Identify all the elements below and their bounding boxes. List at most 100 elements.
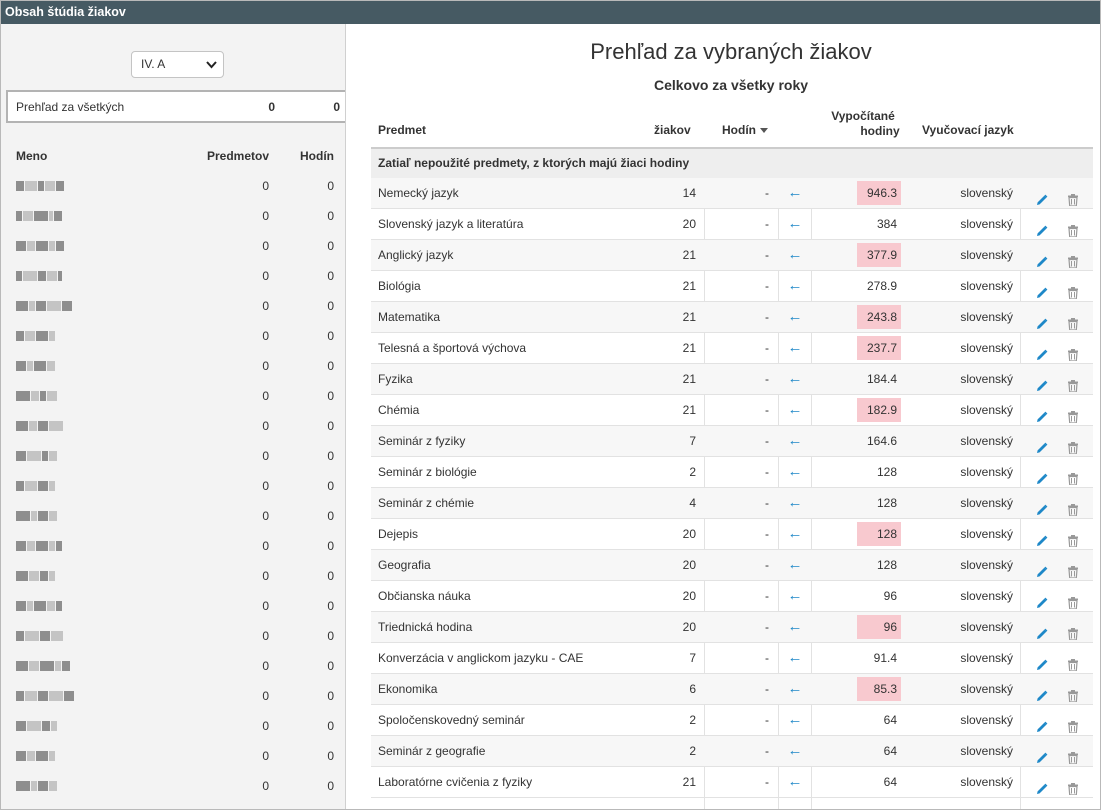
arrow-left-icon[interactable]: ← xyxy=(787,246,803,263)
arrow-left-icon[interactable]: ← xyxy=(787,370,803,387)
table-row: Ekonomika 6 - ← 85.3 slovenský xyxy=(371,674,1093,705)
pencil-icon[interactable] xyxy=(1036,187,1048,205)
trash-icon[interactable] xyxy=(1068,435,1078,455)
arrow-left-icon[interactable]: ← xyxy=(787,556,803,573)
pencil-icon[interactable] xyxy=(1036,714,1048,732)
class-select[interactable]: IV. A xyxy=(131,51,224,78)
trash-icon[interactable] xyxy=(1068,776,1078,796)
trash-icon[interactable] xyxy=(1068,373,1078,393)
pencil-icon[interactable] xyxy=(1036,404,1048,422)
pencil-icon[interactable] xyxy=(1036,590,1048,608)
arrow-left-icon[interactable]: ← xyxy=(787,742,803,759)
arrow-left-icon[interactable]: ← xyxy=(787,494,803,511)
pencil-icon[interactable] xyxy=(1036,528,1048,546)
hours-value: - xyxy=(765,372,769,386)
student-hours: 0 xyxy=(327,719,334,733)
arrow-left-icon[interactable]: ← xyxy=(787,680,803,697)
trash-icon[interactable] xyxy=(1068,218,1078,238)
column-hours-sort[interactable]: Hodín xyxy=(722,123,768,137)
pencil-icon[interactable] xyxy=(1036,311,1048,329)
arrow-left-icon[interactable]: ← xyxy=(787,773,803,790)
trash-icon[interactable] xyxy=(1068,404,1078,424)
trash-icon[interactable] xyxy=(1068,621,1078,641)
trash-icon[interactable] xyxy=(1068,745,1078,765)
pencil-icon[interactable] xyxy=(1036,218,1048,236)
arrow-left-icon[interactable]: ← xyxy=(787,711,803,728)
student-count: 20 xyxy=(682,558,696,572)
pencil-icon[interactable] xyxy=(1036,559,1048,577)
arrow-left-icon[interactable]: ← xyxy=(787,308,803,325)
pencil-icon[interactable] xyxy=(1036,652,1048,670)
arrow-left-icon[interactable]: ← xyxy=(787,587,803,604)
trash-icon[interactable] xyxy=(1068,683,1078,703)
arrow-left-icon[interactable]: ← xyxy=(787,618,803,635)
pencil-icon[interactable] xyxy=(1036,683,1048,701)
teaching-language: slovenský xyxy=(960,744,1013,758)
pencil-icon[interactable] xyxy=(1036,497,1048,515)
arrow-left-icon[interactable]: ← xyxy=(787,277,803,294)
pencil-icon[interactable] xyxy=(1036,280,1048,298)
subject-name: Triednická hodina xyxy=(378,620,473,634)
arrow-left-icon[interactable]: ← xyxy=(787,339,803,356)
trash-icon[interactable] xyxy=(1068,497,1078,517)
trash-icon[interactable] xyxy=(1068,714,1078,734)
subject-name: Seminár z fyziky xyxy=(378,434,466,448)
pencil-icon[interactable] xyxy=(1036,466,1048,484)
pencil-icon[interactable] xyxy=(1036,249,1048,267)
subject-name: Konverzácia v anglickom jazyku - CAE xyxy=(378,651,584,665)
pencil-icon[interactable] xyxy=(1036,745,1048,763)
student-hours: 0 xyxy=(327,419,334,433)
pencil-icon[interactable] xyxy=(1036,435,1048,453)
trash-icon[interactable] xyxy=(1068,559,1078,579)
student-count: 7 xyxy=(689,434,696,448)
computed-hours: 164.6 xyxy=(866,434,897,448)
trash-icon[interactable] xyxy=(1068,528,1078,548)
arrow-left-icon[interactable]: ← xyxy=(787,401,803,418)
trash-icon[interactable] xyxy=(1068,652,1078,672)
pencil-icon[interactable] xyxy=(1036,621,1048,639)
trash-icon[interactable] xyxy=(1068,466,1078,486)
trash-icon[interactable] xyxy=(1068,280,1078,300)
arrow-left-icon[interactable]: ← xyxy=(787,463,803,480)
trash-icon[interactable] xyxy=(1068,187,1078,207)
pencil-icon[interactable] xyxy=(1036,342,1048,360)
student-subjects: 0 xyxy=(262,629,269,643)
arrow-left-icon[interactable]: ← xyxy=(787,649,803,666)
arrow-left-icon[interactable]: ← xyxy=(787,184,803,201)
arrow-left-icon[interactable]: ← xyxy=(787,432,803,449)
student-count: 21 xyxy=(682,775,696,789)
pencil-icon[interactable] xyxy=(1036,373,1048,391)
page-subtitle: Celkovo za všetky roky xyxy=(653,77,809,93)
arrow-left-icon[interactable]: ← xyxy=(787,525,803,542)
summary-all-students[interactable]: Prehľad za všetkých 0 0 xyxy=(6,90,345,123)
student-name-redacted xyxy=(16,631,64,641)
arrow-left-icon[interactable]: ← xyxy=(787,215,803,232)
trash-icon[interactable] xyxy=(1068,342,1078,362)
trash-icon[interactable] xyxy=(1068,590,1078,610)
trash-icon[interactable] xyxy=(1068,311,1078,331)
pencil-icon[interactable] xyxy=(1036,776,1048,794)
trash-icon[interactable] xyxy=(1068,249,1078,269)
